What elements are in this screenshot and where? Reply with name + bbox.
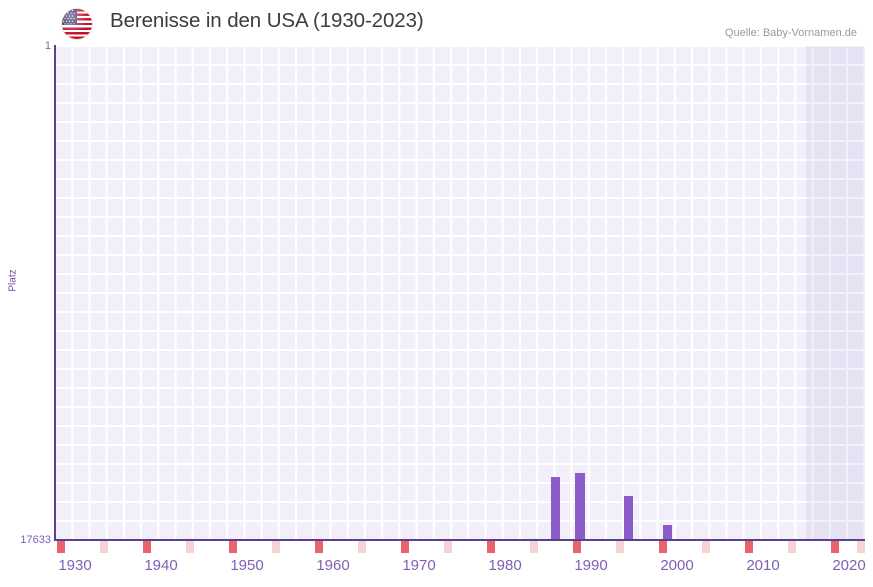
x-tick-mark-minor-5 (272, 541, 280, 553)
x-tick-mark-minor-3 (186, 541, 194, 553)
x-tick-mark-minor-19 (857, 541, 865, 553)
x-tick-mark-minor-7 (358, 541, 366, 553)
x-axis-line (54, 539, 865, 541)
x-axis-label-1950: 1950 (230, 557, 264, 574)
bar-1994[interactable] (575, 473, 585, 540)
x-axis-label-2020: 2020 (832, 557, 866, 574)
bar-2005[interactable] (663, 525, 672, 540)
x-tick-mark-minor-15 (702, 541, 710, 553)
x-tick-mark-1960 (315, 541, 323, 553)
x-tick-mark-minor-13 (616, 541, 624, 553)
x-axis-label-2000: 2000 (660, 557, 694, 574)
x-axis-label-1940: 1940 (144, 557, 178, 574)
bar-1991[interactable] (551, 477, 560, 540)
shaded-region (806, 46, 865, 540)
page-title: Berenisse in den USA (1930-2023) (110, 9, 424, 32)
x-tick-mark-minor-11 (530, 541, 538, 553)
bars-layer (55, 46, 865, 540)
x-axis-label-1960: 1960 (316, 557, 350, 574)
flag-stars (62, 9, 77, 26)
x-axis-label-2010: 2010 (746, 557, 780, 574)
x-axis-label-1930: 1930 (58, 557, 92, 574)
x-tick-mark-minor-1 (100, 541, 108, 553)
x-tick-mark-minor-17 (788, 541, 796, 553)
x-tick-mark-1980 (487, 541, 495, 553)
x-tick-mark-2000 (659, 541, 667, 553)
grid-lines (55, 46, 865, 540)
us-flag-icon (62, 9, 92, 39)
x-tick-mark-minor-9 (444, 541, 452, 553)
x-tick-mark-1990 (573, 541, 581, 553)
x-axis-label-1970: 1970 (402, 557, 436, 574)
source-attribution: Quelle: Baby-Vornamen.de (724, 27, 857, 39)
flag-gloss (62, 9, 92, 39)
x-tick-mark-1930 (57, 541, 65, 553)
x-axis-label-1980: 1980 (488, 557, 522, 574)
x-tick-mark-1940 (143, 541, 151, 553)
x-tick-mark-1970 (401, 541, 409, 553)
y-axis-line (54, 45, 56, 541)
bar-1999[interactable] (624, 496, 633, 540)
y-axis-label-top: 1 (44, 40, 51, 52)
y-axis-label-bottom: 17633 (20, 534, 51, 546)
plot-area (55, 46, 865, 540)
x-tick-mark-1950 (229, 541, 237, 553)
x-tick-mark-2020 (831, 541, 839, 553)
x-tick-mark-2010 (745, 541, 753, 553)
chart-header: Berenisse in den USA (1930-2023) Quelle:… (0, 0, 873, 46)
x-axis-label-1990: 1990 (574, 557, 608, 574)
